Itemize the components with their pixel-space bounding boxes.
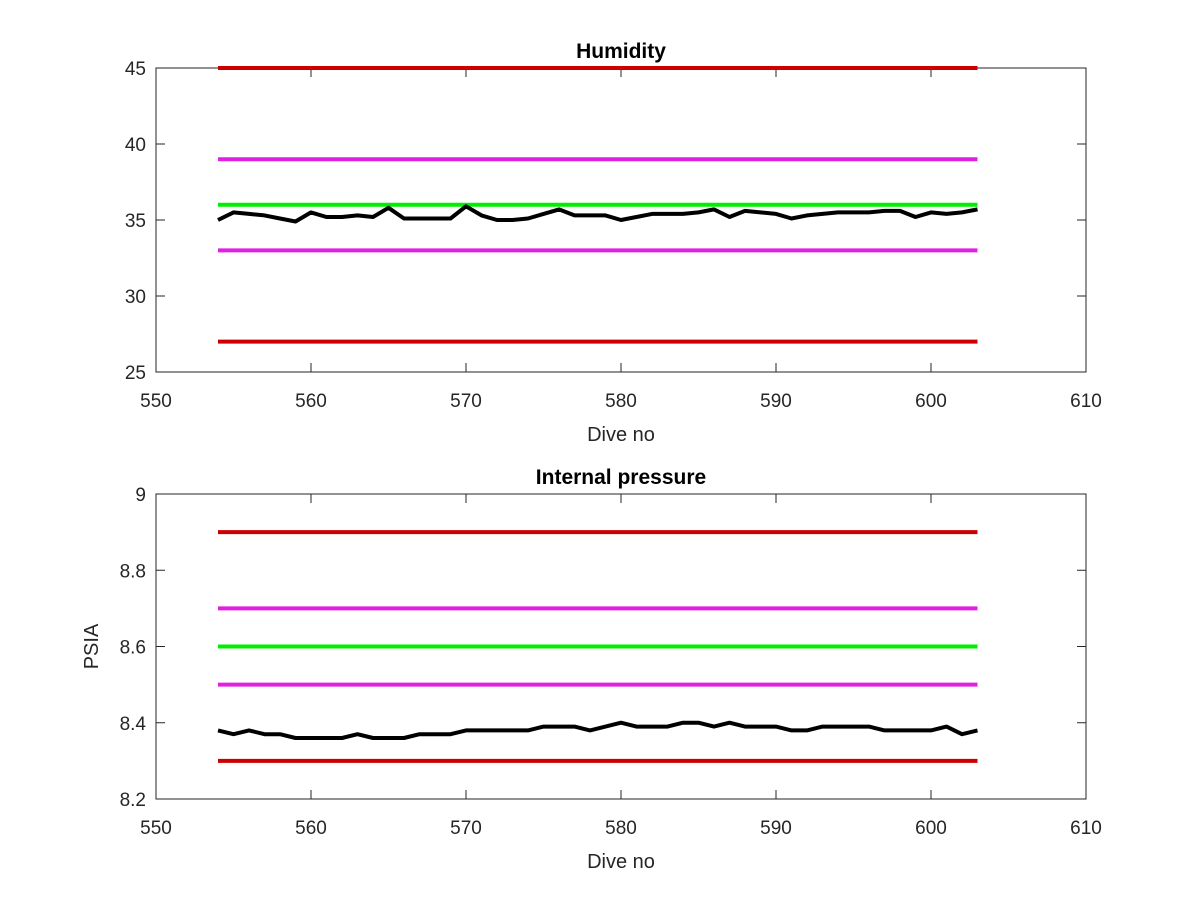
x-tick-label: 580 [605,391,637,412]
x-axis-label: Dive no [587,424,655,446]
chart-pressure: 550 560 570 580 590 600 610 8.2 8.4 8.6 8.8 9 Intern… [81,466,1102,873]
x-tick-label: 550 [140,818,172,839]
series-line-measured [217,720,978,740]
y-tick-label: 40 [125,135,146,156]
y-tick-label: 8.6 [120,638,146,659]
x-axis-label: Dive no [587,851,655,873]
chart-title: Humidity [576,40,666,63]
series-line-measured [217,204,978,224]
y-tick-label: 8.4 [120,714,147,735]
x-tick-label: 580 [605,818,637,839]
chart-humidity: 550 560 570 580 590 600 610 25 30 35 40 45 Humidity D… [125,40,1102,446]
x-tick-label: 600 [915,391,947,412]
x-tick-label: 610 [1070,818,1102,839]
y-tick-label: 45 [125,59,146,80]
x-tick-label: 570 [450,391,482,412]
x-tick-label: 560 [295,391,327,412]
y-tick-label: 35 [125,211,146,232]
x-tick-label: 560 [295,818,327,839]
x-tick-label: 570 [450,818,482,839]
x-tick-label: 590 [760,818,792,839]
chart-title: Internal pressure [536,466,706,489]
y-tick-label: 9 [135,485,146,506]
y-axis-label: PSIA [81,623,103,669]
x-tick-label: 590 [760,391,792,412]
y-tick-label: 8.8 [120,561,146,582]
x-tick-label: 600 [915,818,947,839]
x-tick-label: 550 [140,391,172,412]
x-tick-label: 610 [1070,391,1102,412]
y-tick-label: 25 [125,363,146,384]
y-tick-label: 8.2 [120,790,146,811]
y-tick-label: 30 [125,287,146,308]
